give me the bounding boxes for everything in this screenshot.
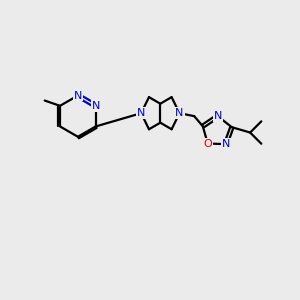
Text: N: N — [214, 111, 222, 121]
Text: N: N — [74, 91, 82, 100]
Text: O: O — [203, 139, 212, 148]
Text: N: N — [221, 139, 230, 149]
Text: N: N — [175, 108, 184, 118]
Text: N: N — [92, 101, 100, 111]
Text: N: N — [137, 108, 145, 118]
